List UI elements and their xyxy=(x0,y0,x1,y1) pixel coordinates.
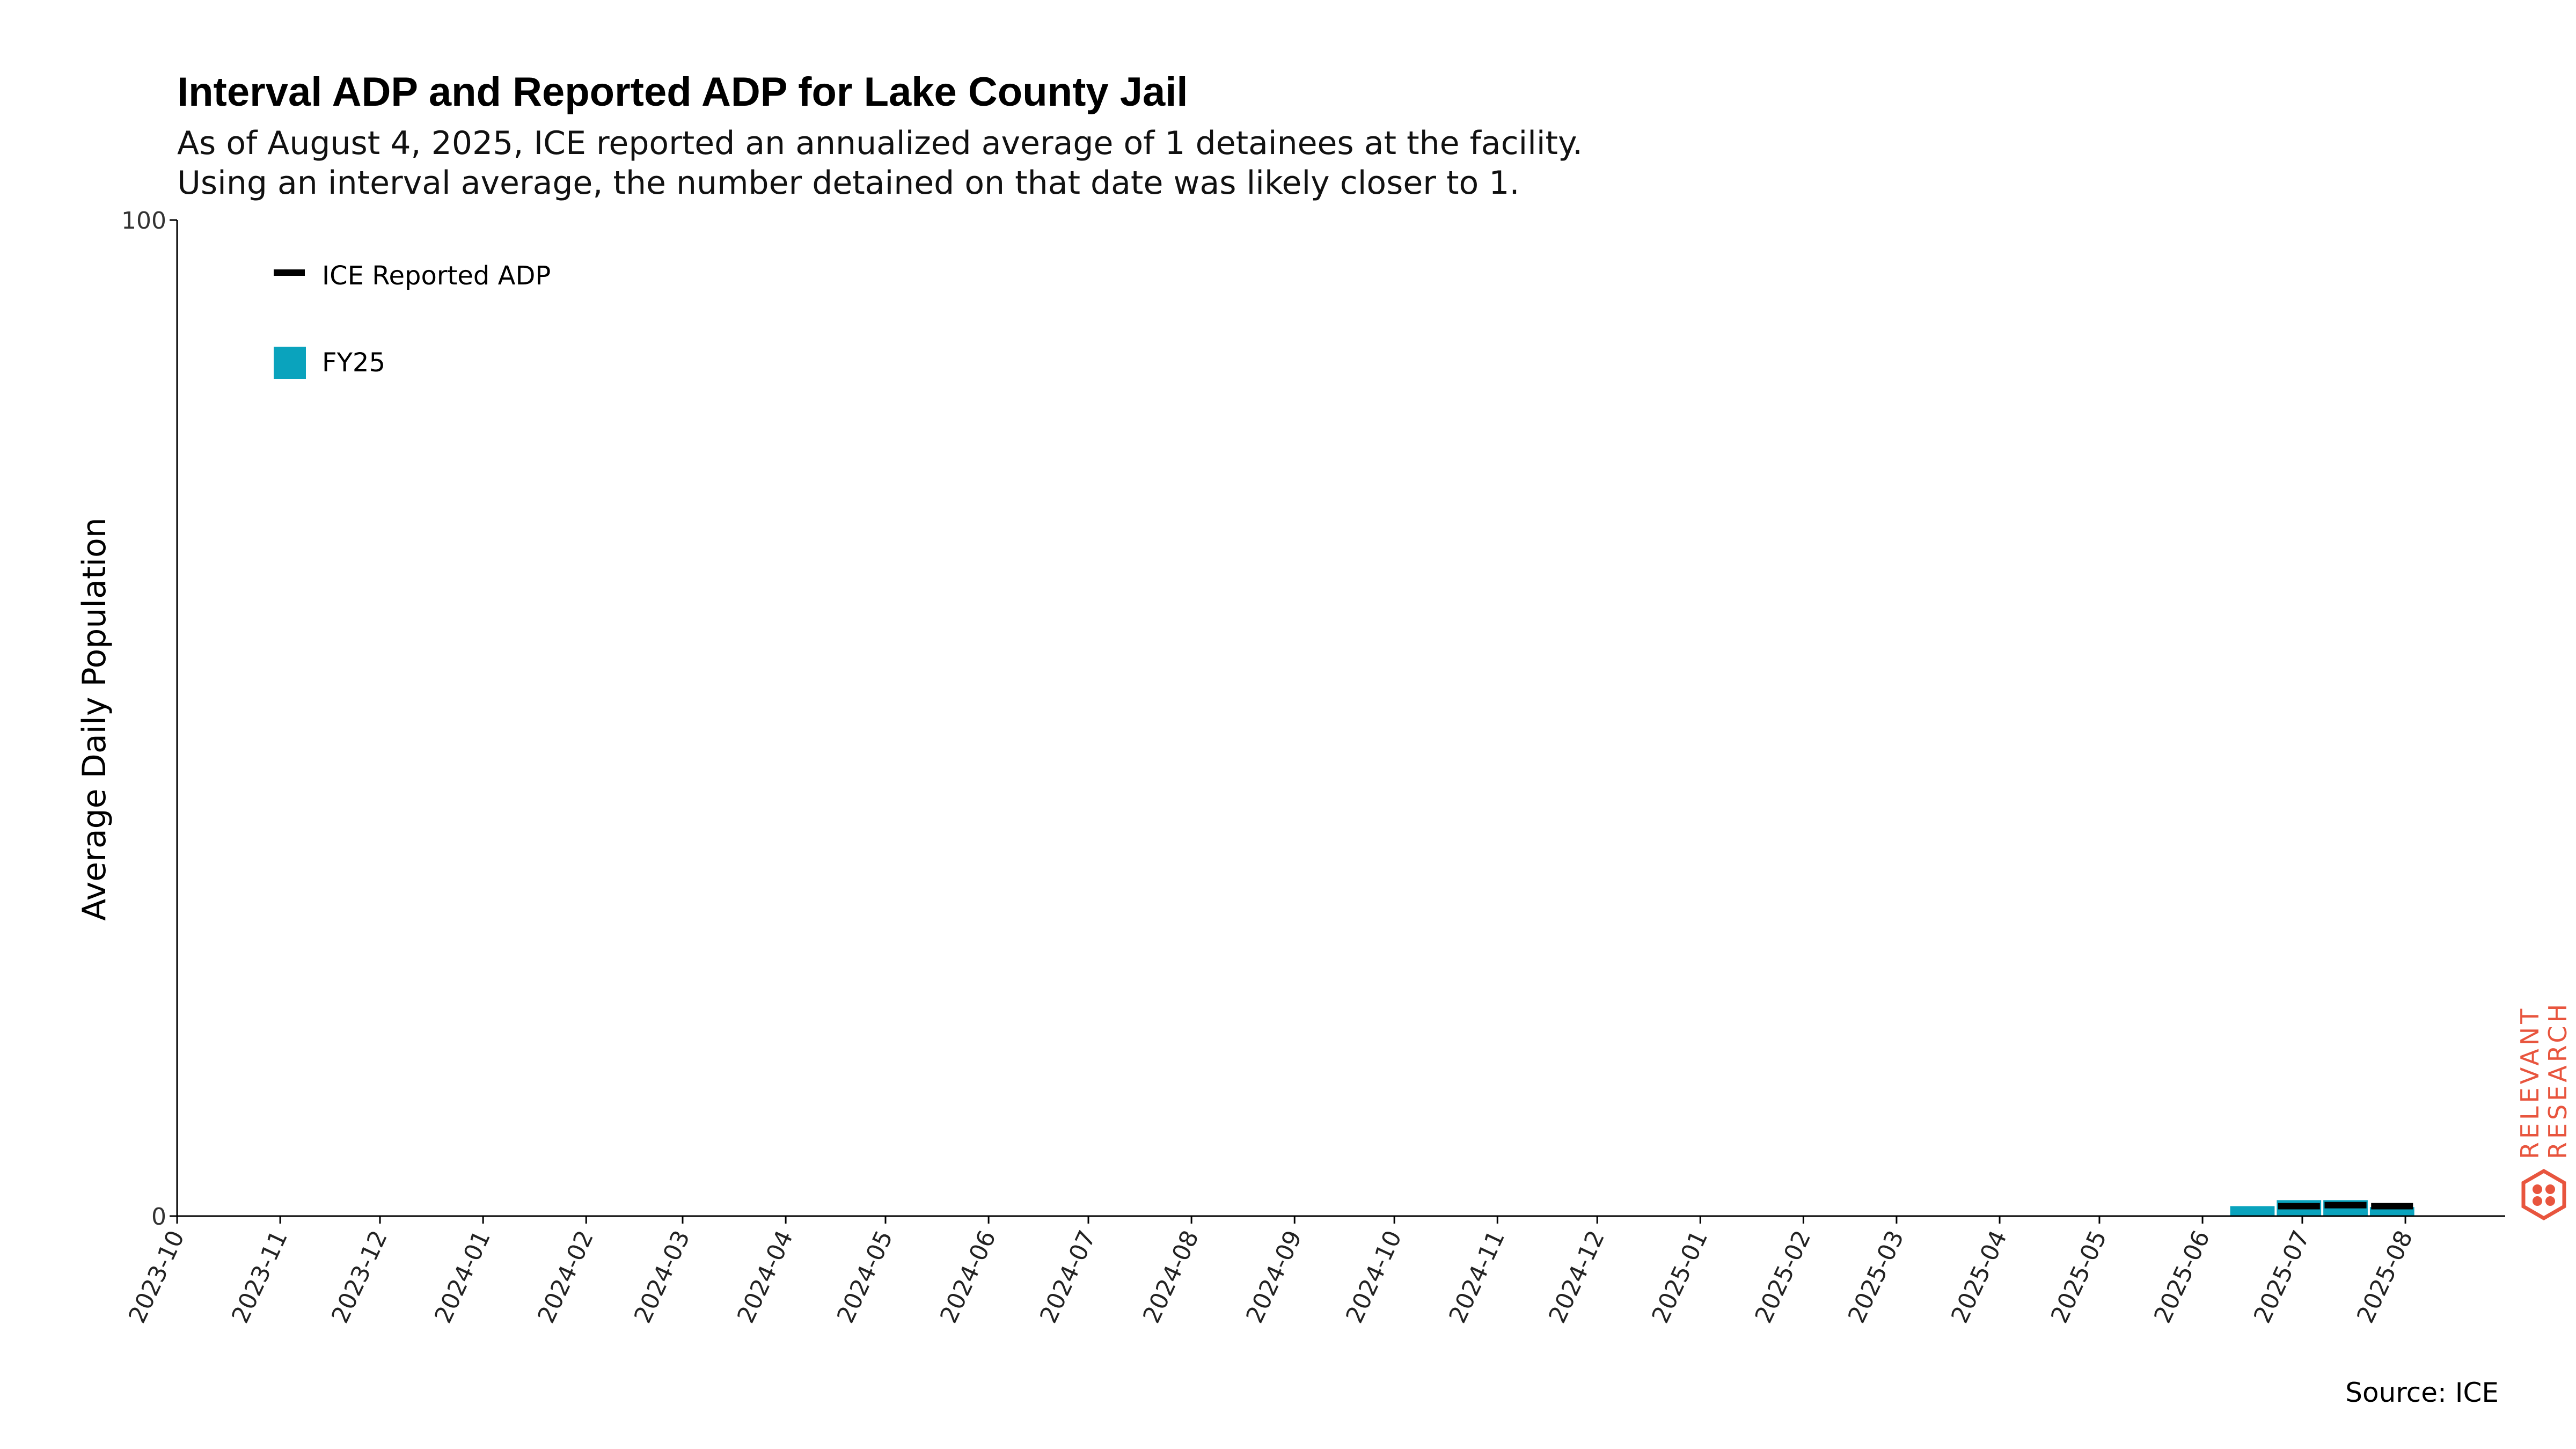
x-tick-label-0: 2023-10 xyxy=(123,1226,190,1327)
y-axis-label: Average Daily Population xyxy=(76,517,113,921)
subtitle-line-1: As of August 4, 2025, ICE reported an an… xyxy=(177,125,1583,162)
y-tick-label-1: 100 xyxy=(121,207,166,235)
bar-3 xyxy=(2369,1207,2414,1216)
subtitle-line-2: Using an interval average, the number de… xyxy=(177,164,1520,202)
x-tick-label-12: 2024-10 xyxy=(1341,1226,1407,1327)
x-tick-label-5: 2024-03 xyxy=(629,1226,696,1327)
reported-adp-marks xyxy=(2278,1202,2413,1210)
legend-swatch-fy25 xyxy=(274,347,306,379)
x-tick-label-8: 2024-06 xyxy=(935,1226,1001,1327)
legend-swatch-reported xyxy=(274,269,305,276)
source-note: Source: ICE xyxy=(2345,1377,2499,1408)
legend: ICE Reported ADP FY25 xyxy=(274,261,551,379)
x-tick-label-14: 2024-12 xyxy=(1543,1226,1610,1327)
logo-word-1: RELEVANT xyxy=(2515,1006,2544,1159)
x-tick-label-18: 2025-04 xyxy=(1946,1226,2012,1327)
x-tick-label-7: 2024-05 xyxy=(832,1226,898,1327)
x-tick-label-20: 2025-06 xyxy=(2149,1226,2215,1327)
legend-label-fy25: FY25 xyxy=(322,348,385,378)
axes: 0 100 2023-10 2023-11 2023-12 2024-01 2024-02 2… xyxy=(121,207,2505,1327)
chart-title: Interval ADP and Reported ADP for Lake C… xyxy=(177,69,1188,115)
x-tick-label-11: 2024-09 xyxy=(1241,1226,1307,1327)
x-tick-label-22: 2025-08 xyxy=(2352,1226,2418,1327)
logo-word-2: RESEARCH xyxy=(2543,1001,2572,1159)
y-tick-label-0: 0 xyxy=(151,1203,166,1231)
logo-hexagon-icon xyxy=(2521,1168,2566,1221)
x-tick-label-16: 2025-02 xyxy=(1750,1226,1816,1327)
x-tick-label-10: 2024-08 xyxy=(1138,1226,1204,1327)
bar-0 xyxy=(2230,1206,2275,1216)
x-tick-label-19: 2025-05 xyxy=(2046,1226,2112,1327)
x-tick-label-3: 2024-01 xyxy=(429,1226,496,1327)
x-tick-label-4: 2024-02 xyxy=(532,1226,599,1327)
x-tick-label-1: 2023-11 xyxy=(226,1226,293,1327)
x-tick-label-17: 2025-03 xyxy=(1843,1226,1909,1327)
x-tick-label-2: 2023-12 xyxy=(326,1226,393,1327)
legend-label-reported: ICE Reported ADP xyxy=(322,261,551,291)
x-tick-label-21: 2025-07 xyxy=(2249,1226,2315,1327)
x-tick-label-15: 2025-01 xyxy=(1646,1226,1713,1327)
x-tick-label-13: 2024-11 xyxy=(1444,1226,1510,1327)
x-tick-label-9: 2024-07 xyxy=(1035,1226,1101,1327)
x-tick-label-6: 2024-04 xyxy=(732,1226,799,1327)
relevant-research-logo: RELEVANT RESEARCH xyxy=(2515,1001,2572,1221)
